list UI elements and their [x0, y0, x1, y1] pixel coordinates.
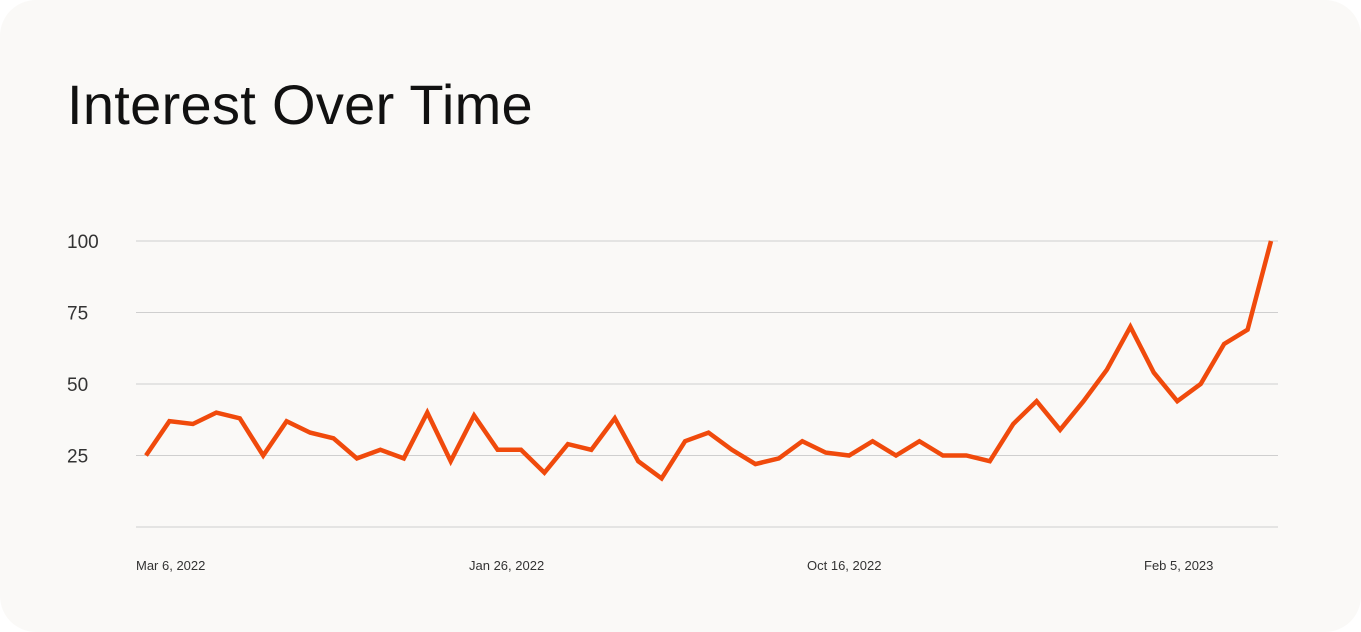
series-group	[144, 240, 1274, 482]
x-tick-label: Mar 6, 2022	[136, 558, 205, 573]
x-axis: Mar 6, 2022 Jan 26, 2022 Oct 16, 2022 Feb 5…	[136, 558, 1213, 573]
y-tick-label: 100	[67, 232, 99, 253]
grid-lines	[136, 240, 1278, 528]
x-tick-label: Oct 16, 2022	[807, 558, 881, 573]
chart-title: Interest Over Time	[67, 73, 533, 136]
x-tick-label: Feb 5, 2023	[1144, 558, 1213, 573]
y-axis: 25 50 75 100	[67, 232, 99, 468]
y-tick-label: 25	[67, 447, 88, 468]
series-line	[144, 240, 1274, 482]
y-tick-label: 50	[67, 375, 88, 396]
x-tick-label: Jan 26, 2022	[469, 558, 544, 573]
y-tick-label: 75	[67, 304, 88, 325]
